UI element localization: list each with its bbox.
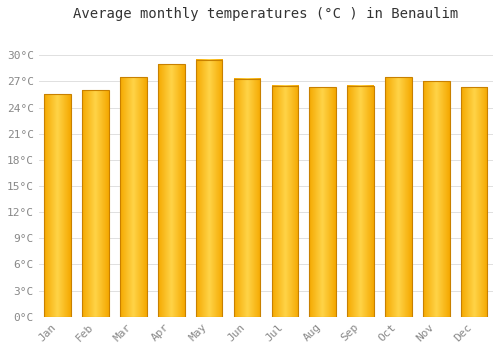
Title: Average monthly temperatures (°C ) in Benaulim: Average monthly temperatures (°C ) in Be…: [74, 7, 458, 21]
Bar: [348, 86, 374, 317]
Bar: [310, 88, 336, 317]
Bar: [385, 77, 411, 317]
Bar: [196, 60, 222, 317]
Bar: [158, 64, 184, 317]
Bar: [234, 79, 260, 317]
Bar: [272, 86, 298, 317]
Bar: [44, 94, 71, 317]
Bar: [423, 81, 450, 317]
Bar: [461, 88, 487, 317]
Bar: [120, 77, 146, 317]
Bar: [82, 90, 109, 317]
